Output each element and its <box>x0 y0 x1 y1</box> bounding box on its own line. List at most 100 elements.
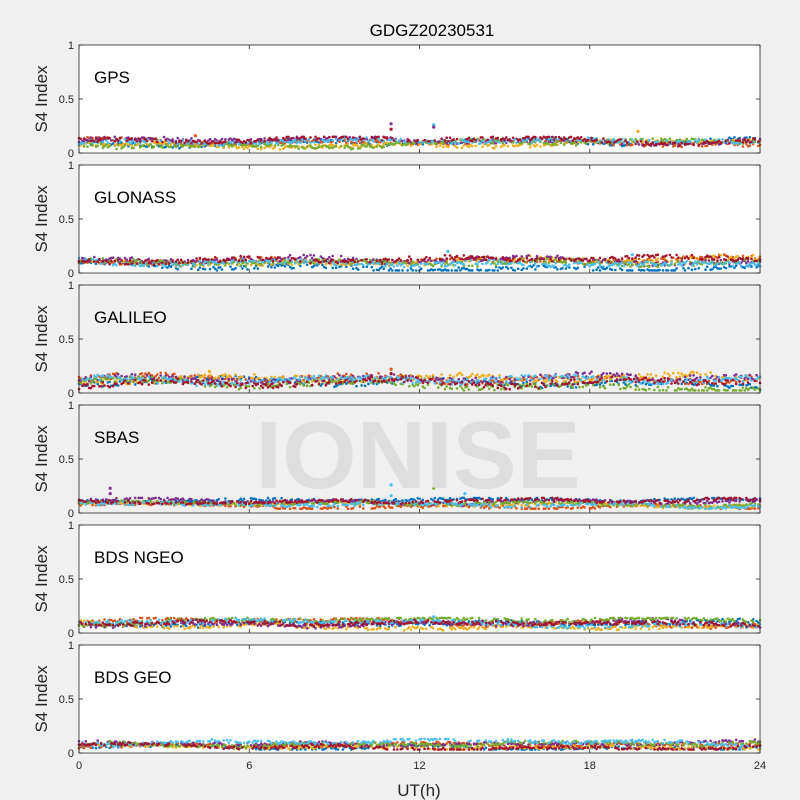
data-point <box>634 256 637 259</box>
data-point <box>389 381 392 384</box>
data-point <box>176 258 179 262</box>
data-point <box>688 260 692 264</box>
data-point <box>237 143 241 146</box>
data-point <box>397 140 401 143</box>
data-point <box>539 145 542 148</box>
data-point <box>736 142 740 145</box>
data-point <box>261 264 265 267</box>
data-point <box>328 139 331 142</box>
data-point <box>564 267 568 270</box>
data-point <box>282 143 285 147</box>
data-point <box>745 142 748 146</box>
data-point <box>125 258 128 262</box>
data-point <box>489 139 493 142</box>
data-point <box>631 138 634 141</box>
data-point <box>128 259 132 262</box>
data-point <box>150 259 154 263</box>
data-point <box>748 136 752 139</box>
data-point <box>489 262 493 266</box>
data-point <box>210 377 214 381</box>
data-point <box>116 372 120 376</box>
data-point <box>276 138 280 142</box>
data-point <box>292 266 295 270</box>
data-point <box>653 256 656 259</box>
data-point <box>91 143 94 147</box>
data-point <box>270 141 273 144</box>
data-point <box>230 377 234 381</box>
data-point <box>101 257 105 260</box>
data-point <box>101 140 105 144</box>
data-point <box>666 386 670 389</box>
data-point <box>321 144 324 148</box>
data-point <box>401 269 404 272</box>
data-point <box>244 143 248 147</box>
data-point <box>534 259 537 263</box>
data-point <box>654 374 658 377</box>
data-point <box>207 258 210 261</box>
data-point <box>675 253 678 257</box>
data-point <box>670 256 673 259</box>
data-point <box>154 137 157 140</box>
data-point <box>353 260 357 264</box>
data-point <box>312 141 316 144</box>
data-point <box>440 142 443 146</box>
data-point <box>324 266 328 270</box>
data-point <box>380 139 384 142</box>
data-point <box>156 373 159 376</box>
outlier-point <box>389 122 393 126</box>
data-point <box>87 258 91 261</box>
data-point <box>280 257 283 261</box>
data-point <box>711 260 714 264</box>
data-point <box>493 388 496 392</box>
data-point <box>273 138 277 141</box>
data-point <box>496 269 500 272</box>
data-point <box>511 257 515 260</box>
data-point <box>642 269 646 272</box>
data-point <box>697 260 700 264</box>
data-point <box>186 258 190 262</box>
data-point <box>132 146 135 150</box>
data-point <box>215 379 219 382</box>
data-point <box>455 269 459 272</box>
data-point <box>104 143 108 146</box>
data-point <box>680 372 683 376</box>
data-point <box>239 254 242 258</box>
data-point <box>443 253 447 257</box>
data-point <box>627 256 631 260</box>
data-point <box>704 373 707 376</box>
data-point <box>675 376 678 379</box>
data-point <box>293 139 297 142</box>
data-point <box>270 256 273 260</box>
data-point <box>651 141 654 145</box>
data-point <box>113 135 117 139</box>
data-point <box>159 374 162 377</box>
data-point <box>346 142 350 146</box>
data-point <box>355 139 358 142</box>
data-point <box>460 387 464 390</box>
data-point <box>334 145 338 148</box>
data-point <box>103 144 106 148</box>
data-point <box>457 142 461 145</box>
data-point <box>110 259 113 263</box>
data-point <box>574 380 578 384</box>
data-point <box>397 269 401 272</box>
data-point <box>493 146 496 150</box>
data-point <box>569 258 573 262</box>
data-point <box>719 267 723 270</box>
data-point <box>471 264 474 268</box>
data-point <box>741 145 745 148</box>
data-point <box>82 137 86 141</box>
data-point <box>190 141 193 145</box>
data-point <box>161 266 164 270</box>
data-point <box>363 384 367 388</box>
data-point <box>123 138 127 141</box>
data-point <box>406 264 409 268</box>
data-point <box>448 374 452 377</box>
data-point <box>239 386 242 390</box>
data-point <box>494 141 498 145</box>
data-point <box>256 267 260 270</box>
data-point <box>93 255 96 259</box>
data-point <box>224 140 227 143</box>
